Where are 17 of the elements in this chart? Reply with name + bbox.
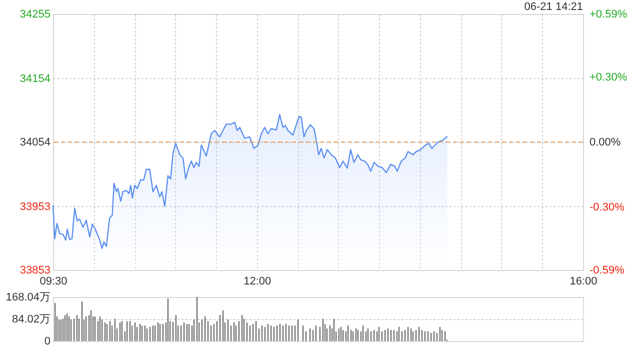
y-tick-label: 0: [44, 336, 50, 348]
y2-tick-label: +0.30%: [590, 71, 628, 84]
x-tick-label: 09:30: [40, 276, 68, 288]
y-tick-label: 34054: [20, 136, 50, 148]
y-tick-label: 33953: [20, 200, 50, 213]
text: 06-21 14:21: [524, 1, 583, 13]
y-tick-label: 168.04万: [6, 292, 50, 304]
y-tick-label: 33853: [20, 264, 50, 276]
x-tick-label: 12:00: [244, 276, 272, 288]
y-tick-label: 84.02万: [12, 314, 50, 326]
y2-tick-label: -0.30%: [590, 202, 625, 214]
y2-tick-label: -0.59%: [590, 264, 625, 276]
y-tick-label: 34255: [20, 8, 50, 20]
y2-tick-label: 0.00%: [590, 136, 621, 148]
y-tick-label: 34154: [20, 72, 50, 85]
x-tick-label: 16:00: [570, 276, 598, 288]
y2-tick-label: +0.59%: [590, 8, 628, 20]
